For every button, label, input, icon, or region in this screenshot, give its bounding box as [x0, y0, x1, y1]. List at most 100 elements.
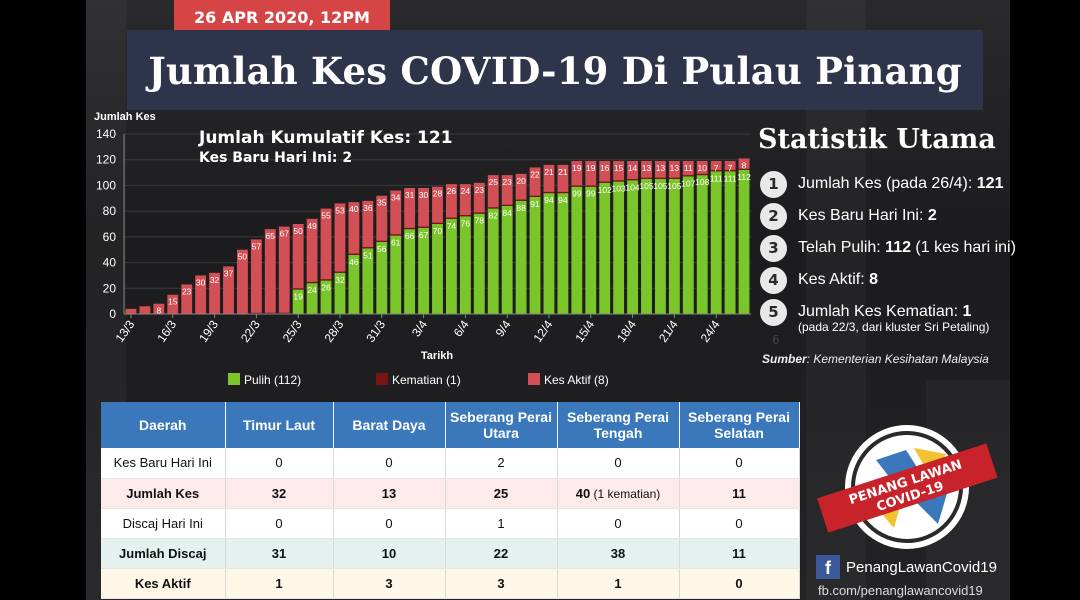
bar-label-active: 32 — [210, 275, 220, 285]
bar-recovered — [362, 248, 374, 314]
bar-active — [153, 303, 165, 314]
bar-death — [641, 177, 652, 179]
bar-label-recovered: 108 — [695, 177, 709, 187]
legend-label: Pulih (112) — [244, 373, 301, 387]
bar-active — [334, 203, 346, 272]
table-header-row: Daerah Timur Laut Barat Daya Seberang Perai… — [101, 402, 800, 448]
bar-recovered — [599, 182, 611, 314]
bar-label-recovered: 91 — [530, 199, 540, 209]
table-cell: 38 — [557, 538, 680, 569]
bar-label-active: 10 — [697, 163, 707, 173]
table-body: Kes Baru Hari Ini 0 0 2 0 0 Jumlah Kes 32 13 25 40… — [101, 448, 800, 599]
bar-active — [362, 200, 374, 248]
bar-death — [682, 175, 694, 177]
stat-label: Kes Baru Hari Ini: — [798, 207, 928, 224]
bar-label-recovered: 67 — [419, 230, 429, 240]
legend-label: Kematian (1) — [392, 373, 461, 387]
bar-active — [627, 161, 639, 179]
bar-recovered — [571, 186, 583, 314]
table-cell-value: 3 — [497, 575, 505, 591]
table-cell: 0 — [679, 568, 800, 599]
bar-recovered — [682, 176, 694, 314]
bar-death — [654, 177, 666, 179]
bar-active — [250, 239, 262, 313]
bar-recovered — [292, 289, 304, 314]
y-tick-label: 60 — [103, 230, 117, 244]
chart-bars — [125, 158, 750, 314]
bar-label-active: 24 — [461, 186, 471, 196]
bar-label-active: 25 — [488, 177, 498, 187]
bar-death — [487, 207, 499, 209]
bar-recovered — [613, 181, 625, 314]
legend-swatch — [228, 373, 240, 385]
facebook-url[interactable]: fb.com/penanglawancovid19 — [818, 583, 983, 598]
bar-death — [724, 170, 736, 172]
stat-label: Telah Pulih: — [798, 239, 886, 256]
bar-label-active: 26 — [447, 186, 457, 196]
bar-label-active: 19 — [586, 163, 596, 173]
bar-death — [543, 191, 555, 194]
table-cell-value: 0 — [275, 455, 283, 471]
y-tick-label: 80 — [103, 204, 117, 218]
y-tick-label: 140 — [96, 127, 116, 141]
x-tick-label: 15/4 — [572, 317, 597, 344]
stat-item: 5 Jumlah Kes Kematian: 1 — [760, 298, 971, 326]
bar-recovered — [473, 213, 485, 314]
y-tick-label: 20 — [103, 281, 117, 295]
table-cell: 40 (1 kematian) — [557, 478, 680, 509]
source-note: Sumber: Kementerian Kesihatan Malaysia — [762, 352, 989, 366]
x-tick-label: 28/3 — [322, 317, 347, 344]
table-cell-value: 3 — [385, 575, 393, 591]
stat-ghost-digit: 6 — [772, 333, 780, 347]
bar-death — [292, 288, 304, 290]
table-row: Kes Aktif 1 3 3 1 0 — [101, 568, 800, 599]
facebook-handle-row[interactable]: f PenangLawanCovid19 — [816, 555, 997, 579]
bar-active — [641, 161, 652, 178]
x-tick-label: 25/3 — [280, 317, 305, 344]
bar-death — [376, 240, 388, 242]
x-tick-label: 3/4 — [409, 317, 430, 339]
x-tick-label: 31/3 — [363, 317, 388, 344]
table-cell: 0 — [225, 448, 334, 479]
bar-label-recovered: 74 — [447, 221, 457, 231]
bar-recovered — [738, 170, 750, 314]
table-row-label: Kes Baru Hari Ini — [101, 448, 226, 479]
bar-recovered — [432, 224, 443, 314]
table-cell: 11 — [679, 538, 800, 569]
bar-label-active: 19 — [572, 163, 582, 173]
table-cell: 0 — [557, 508, 680, 539]
table-cell-value: 0 — [614, 455, 622, 471]
stats-heading: Statistik Utama — [758, 124, 996, 155]
bar-active — [404, 188, 416, 228]
bar-recovered — [668, 179, 680, 314]
table-cell: 10 — [333, 538, 446, 569]
bar-death — [320, 279, 332, 281]
legend-label: Kes Aktif (8) — [544, 373, 609, 387]
bar-active — [682, 161, 694, 176]
bar-label-recovered: 88 — [516, 203, 526, 213]
x-tick-label: 13/3 — [113, 317, 138, 344]
bar-label-active: 23 — [475, 185, 485, 195]
table-cell-value: 1 — [497, 515, 505, 531]
table-cell: 0 — [679, 448, 800, 479]
table-cell: 22 — [445, 538, 558, 569]
table-row-label: Kes Aktif — [101, 568, 226, 599]
bar-label-recovered: 70 — [433, 226, 443, 236]
bar-label-recovered: 99 — [572, 189, 582, 199]
bar-label-active: 20 — [516, 176, 526, 186]
table-cell-value: 0 — [385, 515, 393, 531]
bar-label-active: 30 — [196, 277, 206, 287]
bar-active — [710, 161, 722, 170]
x-tick-label: 24/4 — [698, 317, 723, 344]
table-cell-value: 22 — [493, 545, 509, 561]
bar-label-active: 8 — [156, 306, 161, 316]
bar-label-active: 13 — [642, 163, 652, 173]
x-tick-label: 22/3 — [238, 317, 263, 344]
stat-text: Jumlah Kes (pada 26/4): 121 — [798, 175, 1003, 193]
legend-swatch — [376, 373, 388, 385]
stat-value: 121 — [976, 175, 1004, 192]
bar-active — [167, 294, 179, 314]
table-cell-value: 0 — [275, 515, 283, 531]
